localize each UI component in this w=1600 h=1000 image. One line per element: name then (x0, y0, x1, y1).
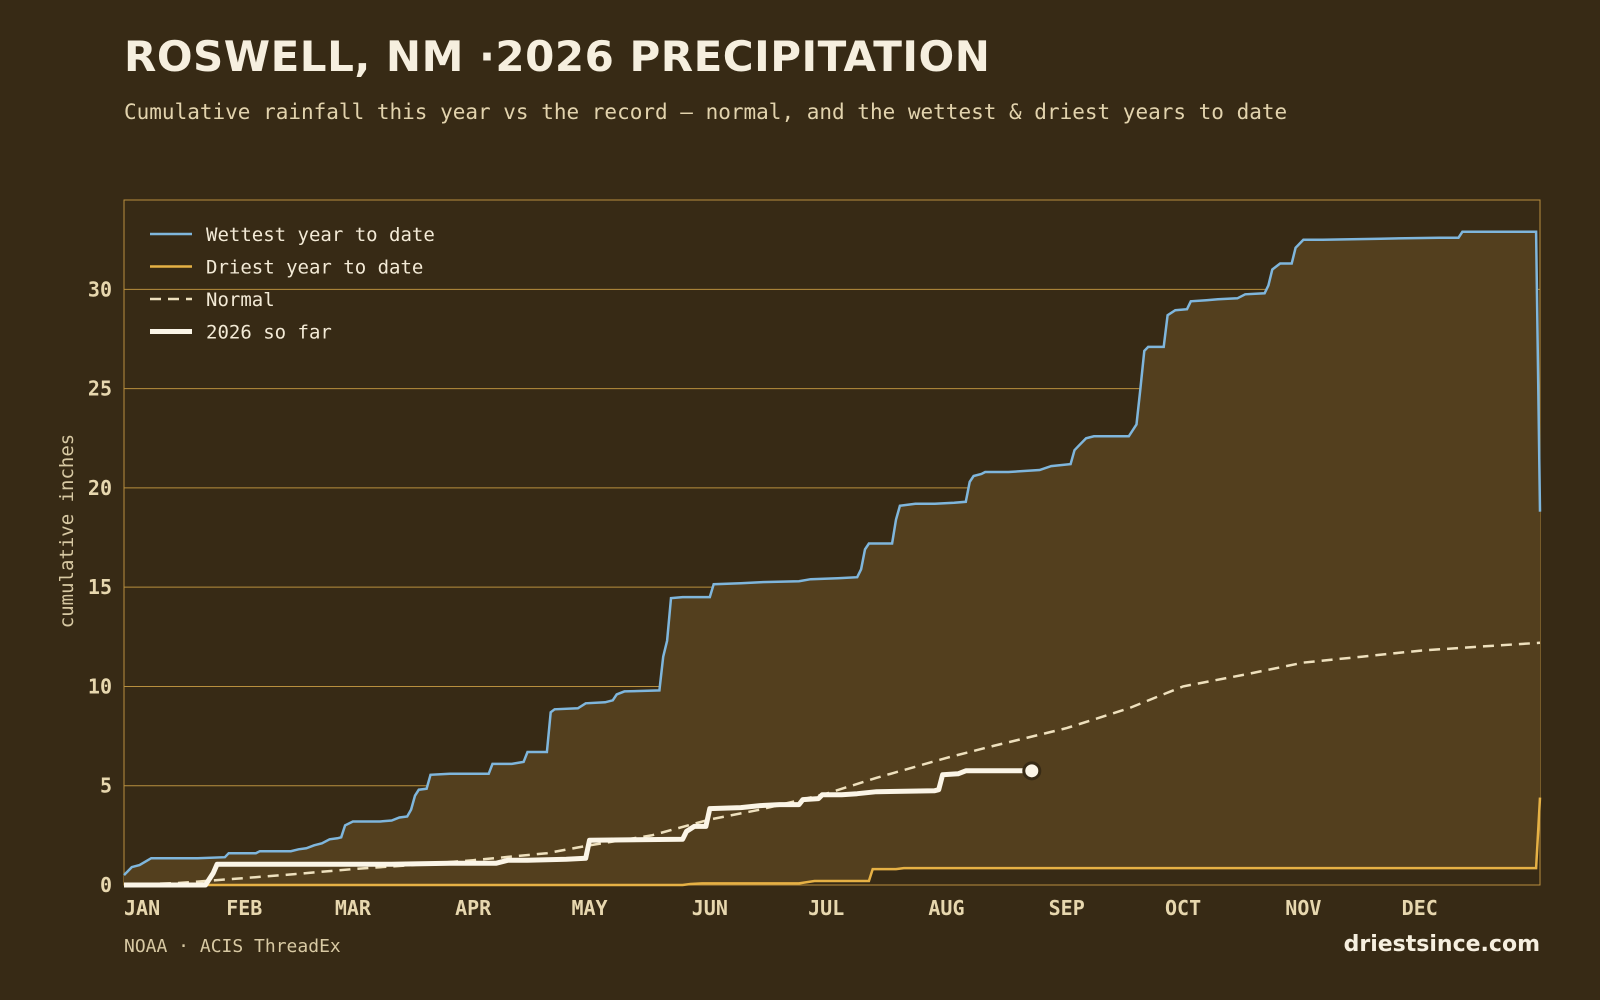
x-tick-label: OCT (1165, 896, 1201, 920)
series-line-wettest (123, 230, 1542, 876)
chart-title: ROSWELL, NM ·2026 PRECIPITATION (124, 32, 991, 81)
x-tick-label: AUG (928, 896, 964, 920)
legend-item-normal: Normal (150, 289, 275, 311)
legend-item-wettest: Wettest year to date (150, 224, 435, 246)
legend-label: Driest year to date (206, 257, 423, 279)
y-tick-label: 25 (88, 377, 112, 401)
x-tick-label: NOV (1285, 896, 1321, 920)
x-tick-label: FEB (226, 896, 262, 920)
current-value-marker (1022, 761, 1042, 781)
y-tick-label: 10 (88, 674, 112, 698)
range-band-layer (124, 231, 1540, 886)
y-tick-label: 30 (88, 277, 112, 301)
series-line-driest (124, 797, 1542, 887)
x-tick-label: MAR (335, 896, 372, 920)
legend-label: 2026 so far (206, 322, 332, 344)
y-axis-title: cumulative inches (56, 434, 78, 628)
x-tick-label: DEC (1402, 896, 1438, 920)
x-tick-label: SEP (1049, 896, 1085, 920)
x-tick-label: MAY (571, 896, 607, 920)
x-tick-label: JAN (124, 896, 160, 920)
x-tick-label: JUL (808, 896, 844, 920)
y-tick-label: 20 (88, 476, 112, 500)
x-tick-label: JUN (692, 896, 728, 920)
y-tick-label: 0 (100, 873, 112, 897)
series-line-current-year (124, 768, 1032, 888)
legend-label: Normal (206, 289, 275, 311)
series-layer (123, 230, 1542, 888)
site-brand: driestsince.com (1343, 932, 1540, 957)
y-tick-label: 15 (88, 575, 112, 599)
legend-label: Wettest year to date (206, 224, 435, 246)
chart-subtitle: Cumulative rainfall this year vs the rec… (124, 100, 1288, 124)
legend-item-current-year: 2026 so far (150, 322, 332, 344)
legend: Wettest year to date Driest year to date N… (150, 224, 435, 344)
y-tick-label: 5 (100, 774, 112, 798)
axis-layer: 0 5 10 15 20 25 30 JAN FEB MAR APR MAY JUN JUL AUG SEP O… (88, 277, 1438, 920)
range-band (124, 231, 1540, 886)
x-tick-label: APR (455, 896, 492, 920)
data-source: NOAA · ACIS ThreadEx (124, 936, 341, 957)
legend-item-driest: Driest year to date (150, 257, 423, 279)
